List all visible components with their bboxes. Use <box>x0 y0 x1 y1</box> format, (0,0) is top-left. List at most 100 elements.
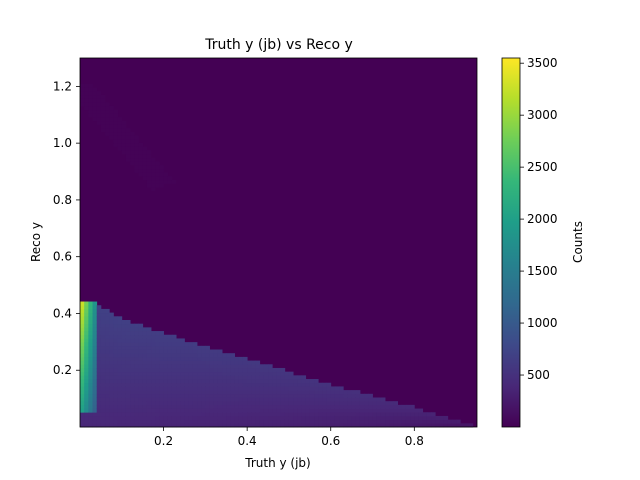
heatmap-cell <box>334 393 340 398</box>
heatmap-cell <box>163 179 169 184</box>
heatmap-cell <box>184 349 190 354</box>
heatmap-cell <box>134 334 139 339</box>
heatmap-cell <box>234 382 240 387</box>
heatmap-cell <box>380 401 386 406</box>
heatmap-cell <box>151 172 156 177</box>
heatmap-cell <box>176 338 181 343</box>
heatmap-cell <box>92 393 98 398</box>
heatmap-cell <box>151 157 156 162</box>
heatmap-cell <box>171 367 177 373</box>
heatmap-cell <box>197 393 202 398</box>
heatmap-cell <box>121 334 127 339</box>
heatmap-cell <box>88 109 93 114</box>
heatmap-cell <box>213 415 219 421</box>
heatmap-cell <box>100 415 106 421</box>
heatmap-cell <box>468 423 474 428</box>
heatmap-cell <box>113 109 119 114</box>
heatmap-cell <box>192 393 198 398</box>
heatmap-cell <box>410 408 415 413</box>
heatmap-cell <box>113 404 119 409</box>
heatmap-cell <box>171 386 177 391</box>
heatmap-cell <box>80 98 85 103</box>
heatmap-cell <box>96 305 102 310</box>
heatmap-cell <box>268 386 273 391</box>
heatmap-cell <box>155 415 160 421</box>
heatmap-cell <box>305 415 311 421</box>
heatmap-cell <box>109 131 114 136</box>
heatmap-cell <box>159 353 164 358</box>
heatmap-cell <box>134 423 139 428</box>
heatmap-cell <box>192 379 198 384</box>
heatmap-cell <box>268 364 273 369</box>
heatmap-cell <box>238 364 244 369</box>
heatmap-cell <box>176 401 181 406</box>
heatmap-cell <box>322 390 327 395</box>
heatmap-cell <box>451 419 457 424</box>
heatmap-cell <box>159 349 164 354</box>
heatmap-cell <box>242 390 248 395</box>
heatmap-cell <box>226 419 231 424</box>
heatmap-cell <box>301 393 307 398</box>
heatmap-cell <box>138 371 144 376</box>
heatmap-cell <box>230 419 236 424</box>
heatmap-cell <box>92 94 98 99</box>
heatmap-cell <box>96 102 102 107</box>
heatmap-cell <box>230 353 236 358</box>
heatmap-cell <box>268 367 273 373</box>
heatmap-cell <box>284 397 290 402</box>
heatmap-cell <box>197 401 202 406</box>
heatmap-cell <box>314 415 319 421</box>
heatmap-cell <box>146 382 152 387</box>
heatmap-cell <box>92 312 98 317</box>
heatmap-cell <box>201 386 206 391</box>
heatmap-cell <box>171 179 177 184</box>
heatmap-cell <box>88 338 93 343</box>
heatmap-cell <box>263 415 269 421</box>
heatmap-cell <box>188 371 194 376</box>
heatmap-cell <box>167 412 173 417</box>
heatmap-cell <box>242 419 248 424</box>
heatmap-cell <box>422 423 428 428</box>
heatmap-cell <box>293 404 298 409</box>
heatmap-cell <box>230 356 236 361</box>
heatmap-cell <box>414 415 419 421</box>
heatmap-cell <box>100 323 106 328</box>
heatmap-cell <box>142 150 148 155</box>
heatmap-cell <box>334 423 340 428</box>
heatmap-cell <box>192 408 198 413</box>
heatmap-cell <box>180 382 185 387</box>
heatmap-cell <box>293 375 298 380</box>
heatmap-cell <box>305 379 311 384</box>
heatmap-cell <box>105 316 110 321</box>
heatmap-cell <box>247 364 252 369</box>
heatmap-cell <box>242 356 248 361</box>
heatmap-cell <box>117 327 123 332</box>
heatmap-cell <box>247 423 252 428</box>
heatmap-cell <box>272 401 277 406</box>
heatmap-cell <box>355 401 361 406</box>
heatmap-cell <box>84 415 89 421</box>
heatmap-cell <box>263 397 269 402</box>
heatmap-cell <box>92 345 98 350</box>
heatmap-cell <box>251 390 256 395</box>
heatmap-cell <box>359 423 365 428</box>
heatmap-cell <box>242 367 248 373</box>
heatmap-cell <box>259 412 265 417</box>
heatmap-cell <box>259 386 265 391</box>
heatmap-cell <box>146 408 152 413</box>
heatmap-cell <box>263 419 269 424</box>
heatmap-cell <box>146 172 152 177</box>
heatmap-cell <box>113 371 119 376</box>
heatmap-cell <box>247 371 252 376</box>
heatmap-cell <box>205 356 210 361</box>
heatmap-cell <box>100 401 106 406</box>
heatmap-cell <box>355 419 361 424</box>
heatmap-cell <box>192 375 198 380</box>
heatmap-cell <box>88 319 93 325</box>
heatmap-cell <box>113 319 119 325</box>
heatmap-cell <box>167 415 173 421</box>
heatmap-cell <box>109 323 114 328</box>
heatmap-cell <box>146 183 152 188</box>
heatmap-cell <box>288 371 294 376</box>
heatmap-cell <box>359 408 365 413</box>
